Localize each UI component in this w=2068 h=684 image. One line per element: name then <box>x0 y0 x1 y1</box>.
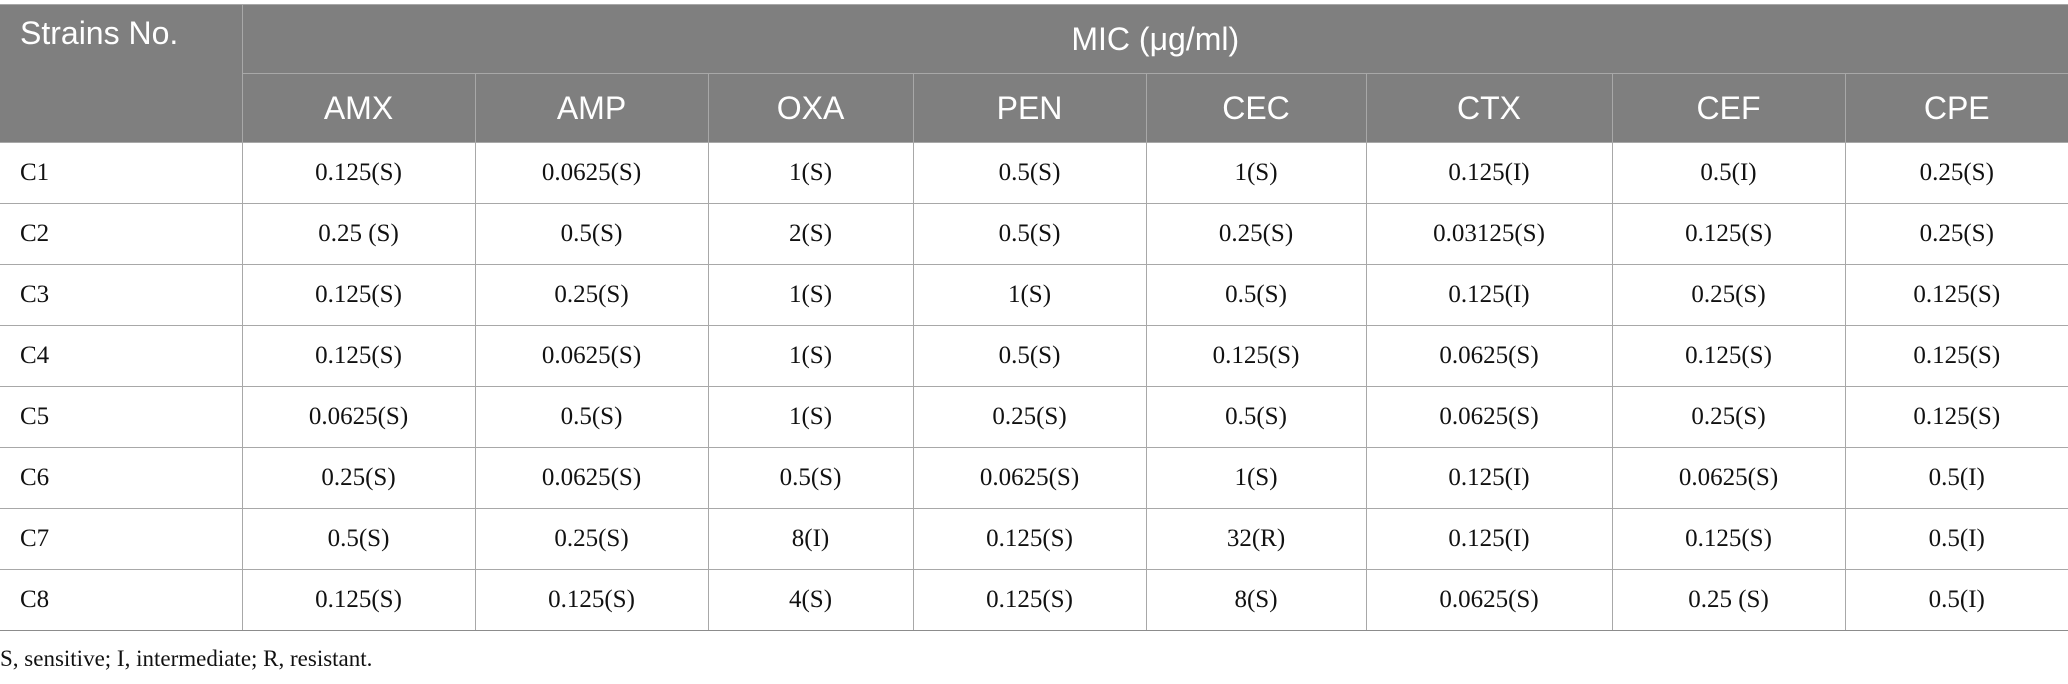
mic-value-cell: 8(I) <box>707 508 914 570</box>
mic-value-cell: 0.125(S) <box>1611 508 1846 570</box>
mic-value-cell: 0.5(I) <box>1844 508 2068 570</box>
mic-value-cell: 0.5(S) <box>912 142 1147 204</box>
mic-value-cell: 0.25 (S) <box>241 203 476 265</box>
mic-value-cell: 0.125(S) <box>1611 203 1846 265</box>
table-header: Strains No. MIC (μg/ml) AMX AMP OXA PEN … <box>0 4 2068 143</box>
mic-table: Strains No. MIC (μg/ml) AMX AMP OXA PEN … <box>0 4 2068 631</box>
mic-value-cell: 0.125(S) <box>241 142 476 204</box>
mic-value-cell: 1(S) <box>707 264 914 326</box>
mic-value-cell: 0.125(S) <box>241 264 476 326</box>
mic-value-cell: 0.0625(S) <box>1365 569 1613 631</box>
strain-cell: C8 <box>0 569 243 631</box>
mic-value-cell: 0.25(S) <box>1611 264 1846 326</box>
mic-value-cell: 0.0625(S) <box>474 142 709 204</box>
mic-value-cell: 0.5(S) <box>912 203 1147 265</box>
table-row: C7 0.5(S) 0.25(S) 8(I) 0.125(S) 32(R) 0.125(I)… <box>0 508 2068 570</box>
mic-value-cell: 8(S) <box>1145 569 1367 631</box>
mic-value-cell: 0.25(S) <box>474 508 709 570</box>
strain-cell: C1 <box>0 142 243 204</box>
table-row: C4 0.125(S) 0.0625(S) 1(S) 0.5(S) 0.125(S) 0.0… <box>0 325 2068 387</box>
mic-value-cell: 0.125(S) <box>1611 325 1846 387</box>
table-footnote: S, sensitive; I, intermediate; R, resist… <box>0 646 373 671</box>
mic-value-cell: 0.03125(S) <box>1365 203 1613 265</box>
mic-value-cell: 0.125(I) <box>1365 508 1613 570</box>
mic-value-cell: 0.5(S) <box>912 325 1147 387</box>
header-row-antibiotics: AMX AMP OXA PEN CEC CTX CEF CPE <box>0 73 2068 143</box>
mic-value-cell: 1(S) <box>707 142 914 204</box>
mic-value-cell: 0.5(I) <box>1844 569 2068 631</box>
strain-cell: C4 <box>0 325 243 387</box>
mic-value-cell: 0.125(S) <box>1844 386 2068 448</box>
mic-value-cell: 0.5(S) <box>1145 264 1367 326</box>
mic-value-cell: 0.0625(S) <box>1365 325 1613 387</box>
strain-cell: C3 <box>0 264 243 326</box>
table-body: C1 0.125(S) 0.0625(S) 1(S) 0.5(S) 1(S) 0.125(I… <box>0 142 2068 631</box>
column-header-pen: PEN <box>912 73 1147 143</box>
mic-value-cell: 0.125(S) <box>1844 325 2068 387</box>
mic-value-cell: 0.25(S) <box>241 447 476 509</box>
mic-value-cell: 0.5(S) <box>474 203 709 265</box>
mic-value-cell: 0.125(S) <box>1844 264 2068 326</box>
table-row: C8 0.125(S) 0.125(S) 4(S) 0.125(S) 8(S) 0.0625… <box>0 569 2068 631</box>
mic-value-cell: 0.5(S) <box>241 508 476 570</box>
table-row: C3 0.125(S) 0.25(S) 1(S) 1(S) 0.5(S) 0.125(I) 0… <box>0 264 2068 326</box>
table-row: C5 0.0625(S) 0.5(S) 1(S) 0.25(S) 0.5(S) 0.0625… <box>0 386 2068 448</box>
mic-value-cell: 1(S) <box>1145 447 1367 509</box>
header-row-group: Strains No. MIC (μg/ml) <box>0 4 2068 143</box>
table-row: C2 0.25 (S) 0.5(S) 2(S) 0.5(S) 0.25(S) 0.03125… <box>0 203 2068 265</box>
strain-column-header: Strains No. <box>0 4 243 143</box>
column-header-cpe: CPE <box>1844 73 2068 143</box>
mic-value-cell: 0.25(S) <box>1844 203 2068 265</box>
mic-value-cell: 0.25(S) <box>1145 203 1367 265</box>
strain-cell: C6 <box>0 447 243 509</box>
column-header-ctx: CTX <box>1365 73 1613 143</box>
table-row: C1 0.125(S) 0.0625(S) 1(S) 0.5(S) 1(S) 0.125(I… <box>0 142 2068 204</box>
mic-value-cell: 0.125(I) <box>1365 142 1613 204</box>
mic-value-cell: 0.125(S) <box>912 569 1147 631</box>
mic-value-cell: 1(S) <box>1145 142 1367 204</box>
mic-group-header: MIC (μg/ml) <box>241 4 2068 74</box>
mic-value-cell: 0.0625(S) <box>474 447 709 509</box>
column-header-cef: CEF <box>1611 73 1846 143</box>
mic-value-cell: 0.125(I) <box>1365 264 1613 326</box>
mic-value-cell: 0.25 (S) <box>1611 569 1846 631</box>
mic-value-cell: 0.125(S) <box>474 569 709 631</box>
mic-value-cell: 0.25(S) <box>1844 142 2068 204</box>
mic-value-cell: 0.5(I) <box>1844 447 2068 509</box>
mic-value-cell: 0.5(I) <box>1611 142 1846 204</box>
mic-value-cell: 32(R) <box>1145 508 1367 570</box>
mic-value-cell: 0.5(S) <box>474 386 709 448</box>
mic-value-cell: 0.5(S) <box>1145 386 1367 448</box>
mic-value-cell: 0.0625(S) <box>241 386 476 448</box>
mic-value-cell: 4(S) <box>707 569 914 631</box>
mic-value-cell: 0.25(S) <box>474 264 709 326</box>
mic-value-cell: 0.0625(S) <box>912 447 1147 509</box>
mic-value-cell: 1(S) <box>707 325 914 387</box>
mic-value-cell: 0.0625(S) <box>474 325 709 387</box>
column-header-amp: AMP <box>474 73 709 143</box>
mic-value-cell: 0.0625(S) <box>1365 386 1613 448</box>
column-header-amx: AMX <box>241 73 476 143</box>
mic-value-cell: 0.125(S) <box>241 325 476 387</box>
mic-value-cell: 1(S) <box>912 264 1147 326</box>
mic-value-cell: 2(S) <box>707 203 914 265</box>
mic-value-cell: 0.125(I) <box>1365 447 1613 509</box>
mic-value-cell: 0.125(S) <box>912 508 1147 570</box>
mic-value-cell: 0.5(S) <box>707 447 914 509</box>
strain-cell: C7 <box>0 508 243 570</box>
table-row: C6 0.25(S) 0.0625(S) 0.5(S) 0.0625(S) 1(S) 0.1… <box>0 447 2068 509</box>
mic-value-cell: 0.0625(S) <box>1611 447 1846 509</box>
mic-value-cell: 0.25(S) <box>912 386 1147 448</box>
column-header-oxa: OXA <box>707 73 914 143</box>
mic-value-cell: 0.125(S) <box>1145 325 1367 387</box>
column-header-cec: CEC <box>1145 73 1367 143</box>
mic-value-cell: 0.25(S) <box>1611 386 1846 448</box>
mic-value-cell: 0.125(S) <box>241 569 476 631</box>
mic-value-cell: 1(S) <box>707 386 914 448</box>
strain-cell: C2 <box>0 203 243 265</box>
strain-cell: C5 <box>0 386 243 448</box>
